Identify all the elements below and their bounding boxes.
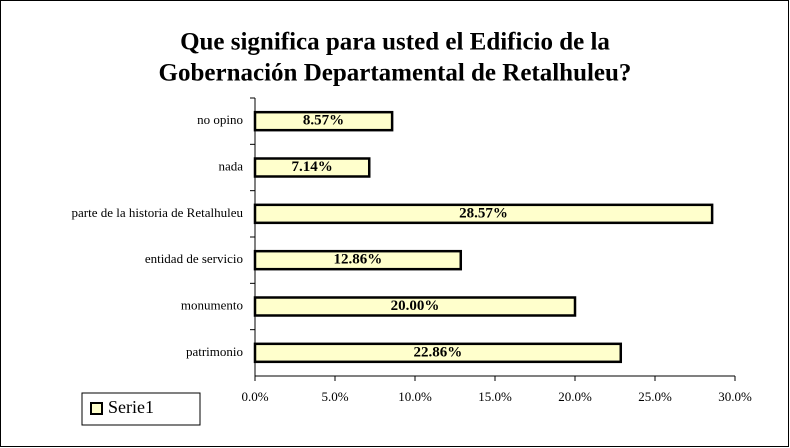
bar bbox=[253, 203, 714, 225]
y-tick-label: nada bbox=[218, 158, 243, 173]
value-label: 8.57% bbox=[303, 113, 344, 129]
y-tick-label: patrimonio bbox=[186, 344, 243, 359]
legend-swatch bbox=[90, 402, 103, 415]
y-tick-label: parte de la historia de Retalhuleu bbox=[72, 205, 244, 220]
x-tick-label: 20.0% bbox=[558, 389, 592, 404]
value-label: 20.00% bbox=[391, 298, 440, 314]
x-tick-label: 0.0% bbox=[241, 389, 268, 404]
x-tick-label: 25.0% bbox=[638, 389, 672, 404]
value-label: 12.86% bbox=[334, 252, 383, 268]
y-tick-label: entidad de servicio bbox=[145, 251, 243, 266]
value-label: 28.57% bbox=[459, 205, 508, 221]
bar bbox=[253, 110, 394, 132]
chart-title: Que significa para usted el Edificio de … bbox=[180, 29, 610, 56]
bar bbox=[253, 249, 463, 271]
x-tick-label: 15.0% bbox=[478, 389, 512, 404]
legend-label: Serie1 bbox=[108, 397, 154, 417]
y-tick-label: monumento bbox=[181, 297, 243, 312]
chart-title: Gobernación Departamental de Retalhuleu? bbox=[159, 60, 632, 87]
bar bbox=[253, 342, 623, 364]
x-tick-label: 10.0% bbox=[398, 389, 432, 404]
x-tick-label: 30.0% bbox=[718, 389, 752, 404]
value-label: 22.86% bbox=[414, 344, 463, 360]
y-tick-label: no opino bbox=[197, 112, 243, 127]
bar bbox=[253, 296, 577, 317]
bar bbox=[253, 157, 371, 178]
x-tick-label: 5.0% bbox=[321, 389, 348, 404]
value-label: 7.14% bbox=[291, 159, 332, 175]
